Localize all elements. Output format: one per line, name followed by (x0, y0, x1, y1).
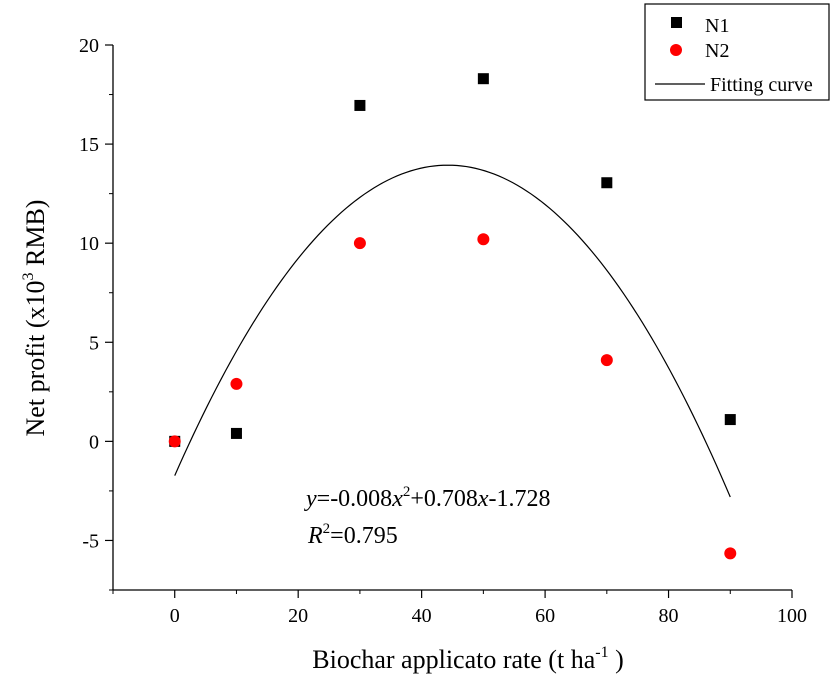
data-points (168, 73, 737, 560)
x-axis-title-close: ) (609, 645, 624, 674)
x-axis-title-sup: -1 (595, 644, 608, 661)
eq-part1: =-0.008 (317, 486, 393, 512)
x-tick-label-60: 60 (535, 605, 555, 627)
x-tick-label-20: 20 (288, 605, 308, 627)
r2-sup: 2 (323, 521, 331, 537)
x-axis-title-text: Biochar applicato rate (t ha (312, 645, 595, 674)
eq-y: y (304, 486, 317, 512)
axes (112, 45, 792, 591)
y-tick-label-10: 10 (79, 233, 99, 255)
y-tick-label-20: 20 (79, 35, 99, 57)
y-tick-label-0: 0 (89, 431, 99, 453)
y-tick-label-15: 15 (79, 134, 99, 156)
eq-part2: +0.708 (410, 486, 478, 512)
x-tick-label-0: 0 (170, 605, 180, 627)
legend-marker-n2 (670, 44, 682, 56)
legend: N1 N2 Fitting curve (644, 3, 830, 101)
tick-labels: 0 20 40 60 80 100 -5 0 5 10 15 20 (79, 35, 807, 627)
x-axis-title: Biochar applicato rate (t ha-1 ) (312, 644, 623, 674)
point-n1-3 (477, 73, 489, 85)
eq-sup2: 2 (403, 484, 411, 500)
eq-part3: -1.728 (489, 486, 551, 512)
x-tick-label-80: 80 (659, 605, 679, 627)
point-n2-0 (168, 435, 181, 448)
point-n1-4 (601, 177, 613, 189)
point-n2-3 (477, 233, 490, 246)
eq-x1: x (391, 486, 403, 512)
x-tick-label-40: 40 (412, 605, 432, 627)
point-n1-1 (230, 427, 242, 439)
point-n2-4 (600, 354, 613, 367)
y-tick-label-5: 5 (89, 332, 99, 354)
point-n2-5 (724, 547, 737, 560)
y-axis-title-close: RMB) (21, 200, 50, 273)
legend-marker-n1 (671, 17, 682, 28)
legend-label-fit: Fitting curve (710, 74, 813, 96)
point-n1-2 (354, 99, 366, 111)
r2-val: =0.795 (330, 523, 398, 549)
fit-equation: y=-0.008x2+0.708x-1.728 (304, 484, 551, 512)
y-axis-title: Net profit (x103 RMB) (20, 200, 50, 437)
point-n2-1 (230, 377, 243, 390)
point-n2-2 (353, 237, 366, 250)
eq-x2: x (477, 486, 489, 512)
legend-label-n1: N1 (705, 15, 729, 37)
point-n1-5 (724, 414, 736, 426)
y-tick-label--5: -5 (82, 530, 99, 552)
y-axis-title-text: Net profit (x10 (21, 281, 50, 437)
tick-marks (105, 44, 793, 598)
fitting-curve (174, 164, 731, 498)
r2-r: R (307, 523, 323, 549)
r-squared: R2=0.795 (307, 521, 398, 549)
legend-label-n2: N2 (705, 40, 729, 62)
x-tick-label-100: 100 (777, 605, 807, 627)
y-axis-title-sup: 3 (20, 273, 37, 281)
